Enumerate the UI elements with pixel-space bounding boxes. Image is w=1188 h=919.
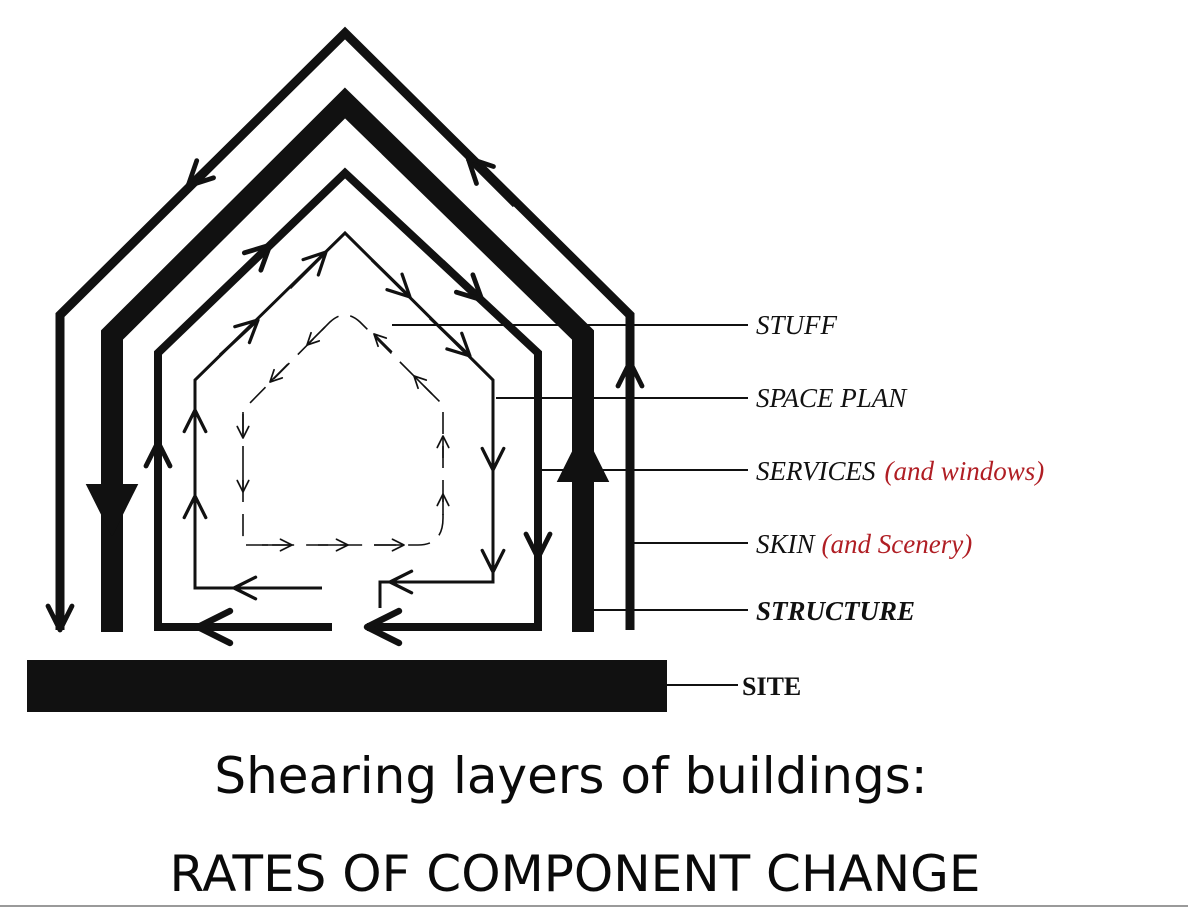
services-arrow-top-left	[227, 242, 273, 286]
label-structure: STRUCTURE	[756, 596, 915, 626]
skin-arrow-top-right	[465, 155, 518, 208]
label-site: SITE	[742, 672, 801, 701]
structure-outline	[101, 87, 594, 632]
stuff-arrow-top-left-2	[269, 363, 289, 383]
stuff-arrow-top-right-1	[413, 375, 433, 395]
label-services: SERVICES (and windows)	[756, 456, 1044, 486]
services-arrow-top-right	[439, 259, 485, 303]
site-slab	[27, 660, 667, 712]
skin-outline	[55, 26, 635, 630]
caption-line-1: Shearing layers of buildings:	[214, 747, 927, 805]
label-skin: SKIN (and Scenery)	[756, 529, 972, 559]
caption-line-2: RATES OF COMPONENT CHANGE	[169, 845, 980, 903]
bottom-divider	[0, 905, 1188, 907]
stuff-arrow-top-left-1	[306, 326, 326, 346]
space-plan-arrow-top-right-2	[428, 316, 472, 358]
label-services-extra: (and windows)	[884, 456, 1044, 486]
label-skin-extra: (and Scenery)	[822, 529, 973, 559]
space-plan-arrow-top-left-2	[288, 250, 328, 290]
skin-arrow-top-left	[185, 137, 238, 189]
label-space-plan: SPACE PLAN	[756, 383, 908, 413]
stuff-outline	[242, 314, 444, 546]
label-stuff: STUFF	[756, 310, 838, 340]
stuff-arrow-top-right-2	[373, 333, 393, 353]
space-plan-arrow-top-right-1	[370, 258, 412, 299]
space-plan-outline	[193, 230, 495, 608]
services-outline	[154, 167, 542, 631]
space-plan-arrow-top-left-1	[218, 318, 260, 357]
